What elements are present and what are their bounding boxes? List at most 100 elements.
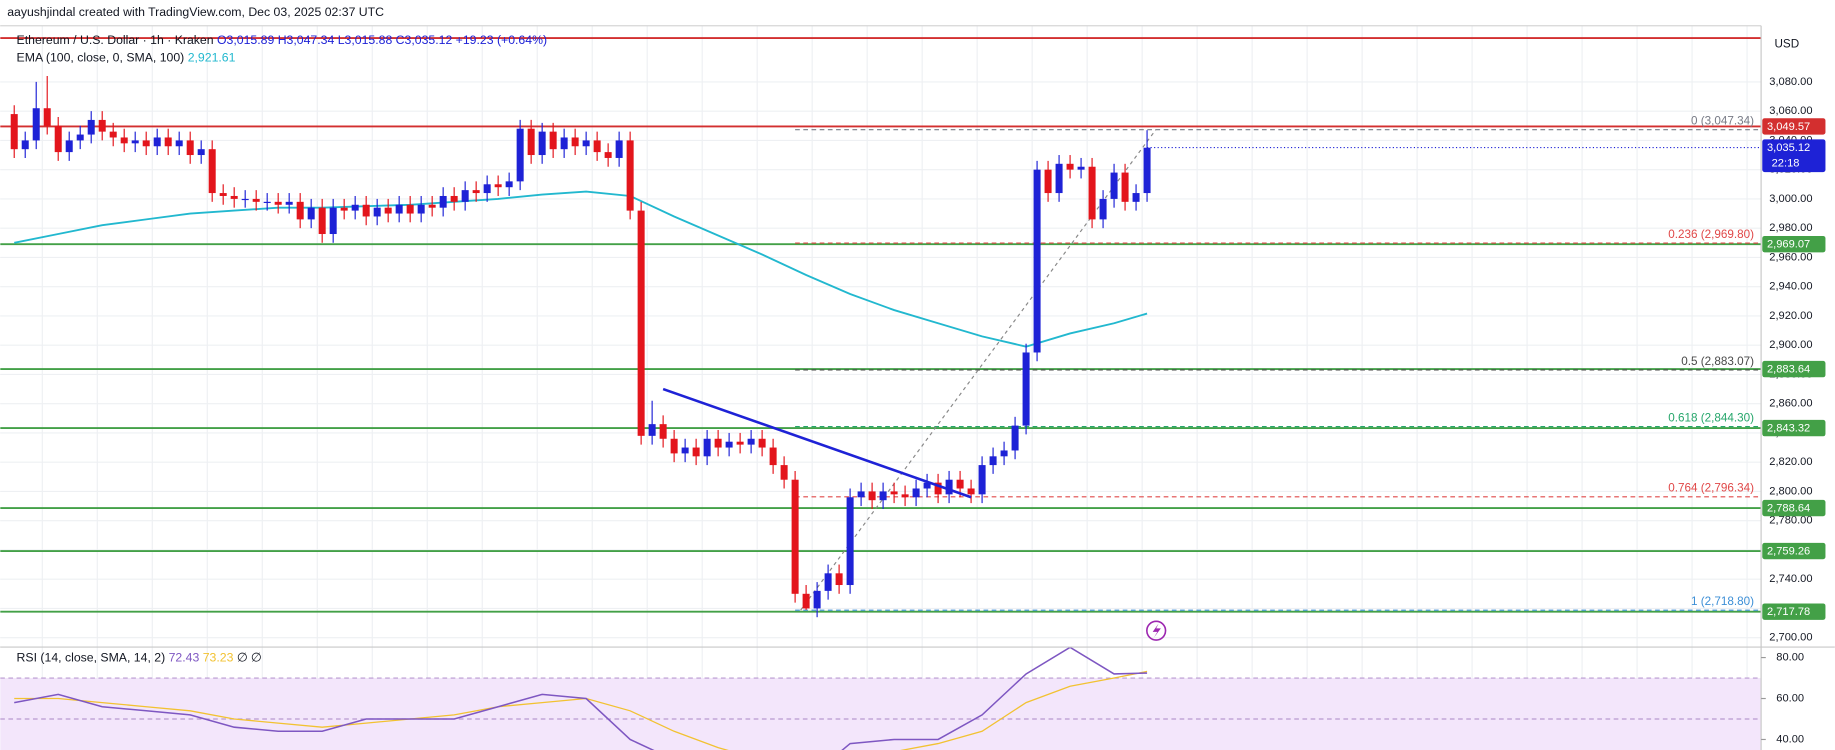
candle-body	[120, 137, 128, 144]
replay-icon[interactable]	[1146, 620, 1167, 641]
candle-body	[714, 438, 722, 448]
candle-body	[439, 195, 447, 208]
candle-body	[219, 193, 227, 196]
candle-body	[747, 438, 755, 445]
y-tick-label: 2,700.00	[1769, 632, 1812, 644]
candle-body	[307, 207, 315, 220]
y-tick-label: 2,740.00	[1769, 573, 1812, 585]
candle-body	[725, 441, 733, 448]
y-tick-label: 2,940.00	[1769, 281, 1812, 293]
candle-body	[824, 573, 832, 591]
candle-body	[835, 573, 843, 586]
candle-body	[285, 201, 293, 205]
candle-body	[351, 204, 359, 211]
candle-body	[593, 140, 601, 153]
candle-body	[505, 181, 513, 188]
candle-body	[538, 131, 546, 156]
level-badge-label: 2,788.64	[1767, 503, 1810, 515]
candle-body	[10, 114, 18, 150]
candle-body	[483, 184, 491, 194]
level-badge-label: 3,049.57	[1767, 121, 1810, 133]
candle-body	[813, 590, 821, 609]
candle-body	[681, 447, 689, 454]
candle-body	[263, 201, 271, 204]
candle-body	[252, 198, 260, 202]
candle-body	[32, 108, 40, 141]
candle-body	[241, 198, 249, 201]
icon-bolt[interactable]	[1152, 623, 1161, 638]
candle-body	[648, 424, 656, 436]
icon-ring[interactable]	[1146, 620, 1167, 641]
ema-value: 2,921.61	[188, 51, 236, 65]
candle-body	[131, 140, 139, 144]
level-badge	[1762, 360, 1826, 378]
candle-body	[846, 497, 854, 586]
y-tick-label: 2,820.00	[1769, 456, 1812, 468]
candle-body	[65, 140, 73, 153]
candle-body	[659, 424, 667, 439]
candle-body	[329, 207, 337, 235]
candle-body	[879, 491, 887, 501]
candle-body	[21, 140, 29, 150]
fib-label: 0 (3,047.34)	[1691, 115, 1754, 128]
candle-body	[901, 494, 909, 498]
fib-diagonal	[800, 129, 1157, 611]
candle-body	[516, 128, 524, 182]
price-badge	[1762, 139, 1826, 173]
candle-body	[274, 201, 282, 205]
candle-body	[1099, 198, 1107, 220]
candle-body	[626, 140, 634, 211]
candle-body	[1055, 163, 1063, 194]
y-tick-label: 3,000.00	[1769, 193, 1812, 205]
level-badge	[1762, 235, 1826, 253]
candle-body	[197, 149, 205, 156]
price-axis: 3,080.003,060.003,040.003,020.003,000.00…	[1761, 76, 1826, 745]
y-tick-label: 3,080.00	[1769, 76, 1812, 88]
y-tick-label: 2,960.00	[1769, 251, 1812, 263]
level-badge-label: 2,759.26	[1767, 546, 1810, 558]
level-badge	[1762, 118, 1826, 135]
candle-body	[912, 488, 920, 498]
fib-label: 0.764 (2,796.34)	[1668, 482, 1754, 495]
candle-body	[428, 204, 436, 208]
candle-body	[1121, 172, 1129, 202]
ema-legend: EMA (100, close, 0, SMA, 100) 2,921.61	[17, 51, 236, 65]
y-tick-label: 2,860.00	[1769, 398, 1812, 410]
currency[interactable]: USD	[1775, 38, 1800, 51]
level-badge-label: 2,883.64	[1767, 364, 1810, 376]
rsi-legend: RSI (14, close, SMA, 14, 2) 72.43 73.23 …	[17, 651, 262, 665]
fib-label: 0.5 (2,883.07)	[1681, 355, 1754, 368]
ema-line	[14, 190, 1148, 348]
candle-body	[1033, 169, 1041, 353]
level-badge	[1762, 419, 1826, 437]
candle-body	[362, 204, 370, 217]
rsi-line	[14, 647, 1148, 750]
rsi-tick-label: 60.00	[1776, 692, 1804, 704]
symbol-name: Ethereum / U.S. Dollar · 1h · Kraken	[17, 33, 214, 47]
candle-body	[604, 152, 612, 158]
candle-body	[868, 491, 876, 501]
ema-label: EMA (100, close, 0, SMA, 100)	[17, 51, 185, 65]
candle-body	[703, 438, 711, 457]
candle-body	[978, 465, 986, 495]
candle-body	[87, 119, 95, 135]
fib-label: 0.618 (2,844.30)	[1668, 412, 1754, 425]
candle-body	[43, 108, 51, 126]
rsi-extra: ∅ ∅	[237, 651, 262, 665]
candle-body	[582, 140, 590, 147]
candle-body	[637, 210, 645, 436]
rsi-tick-label: 40.00	[1776, 733, 1804, 745]
candle-body	[758, 438, 766, 448]
candle-body	[1110, 172, 1118, 199]
watermark: aayushjindal created with TradingView.co…	[7, 5, 384, 19]
candle-body	[1022, 352, 1030, 426]
candle-body	[98, 119, 106, 132]
candle-body	[945, 479, 953, 495]
y-tick-label: 3,060.00	[1769, 105, 1812, 117]
candle-body	[571, 137, 579, 147]
candle-body	[527, 128, 535, 156]
level-badge-label: 2,843.32	[1767, 423, 1810, 435]
candle-body	[54, 125, 62, 153]
candle-body	[175, 140, 183, 147]
countdown-label: 22:18	[1772, 157, 1800, 169]
